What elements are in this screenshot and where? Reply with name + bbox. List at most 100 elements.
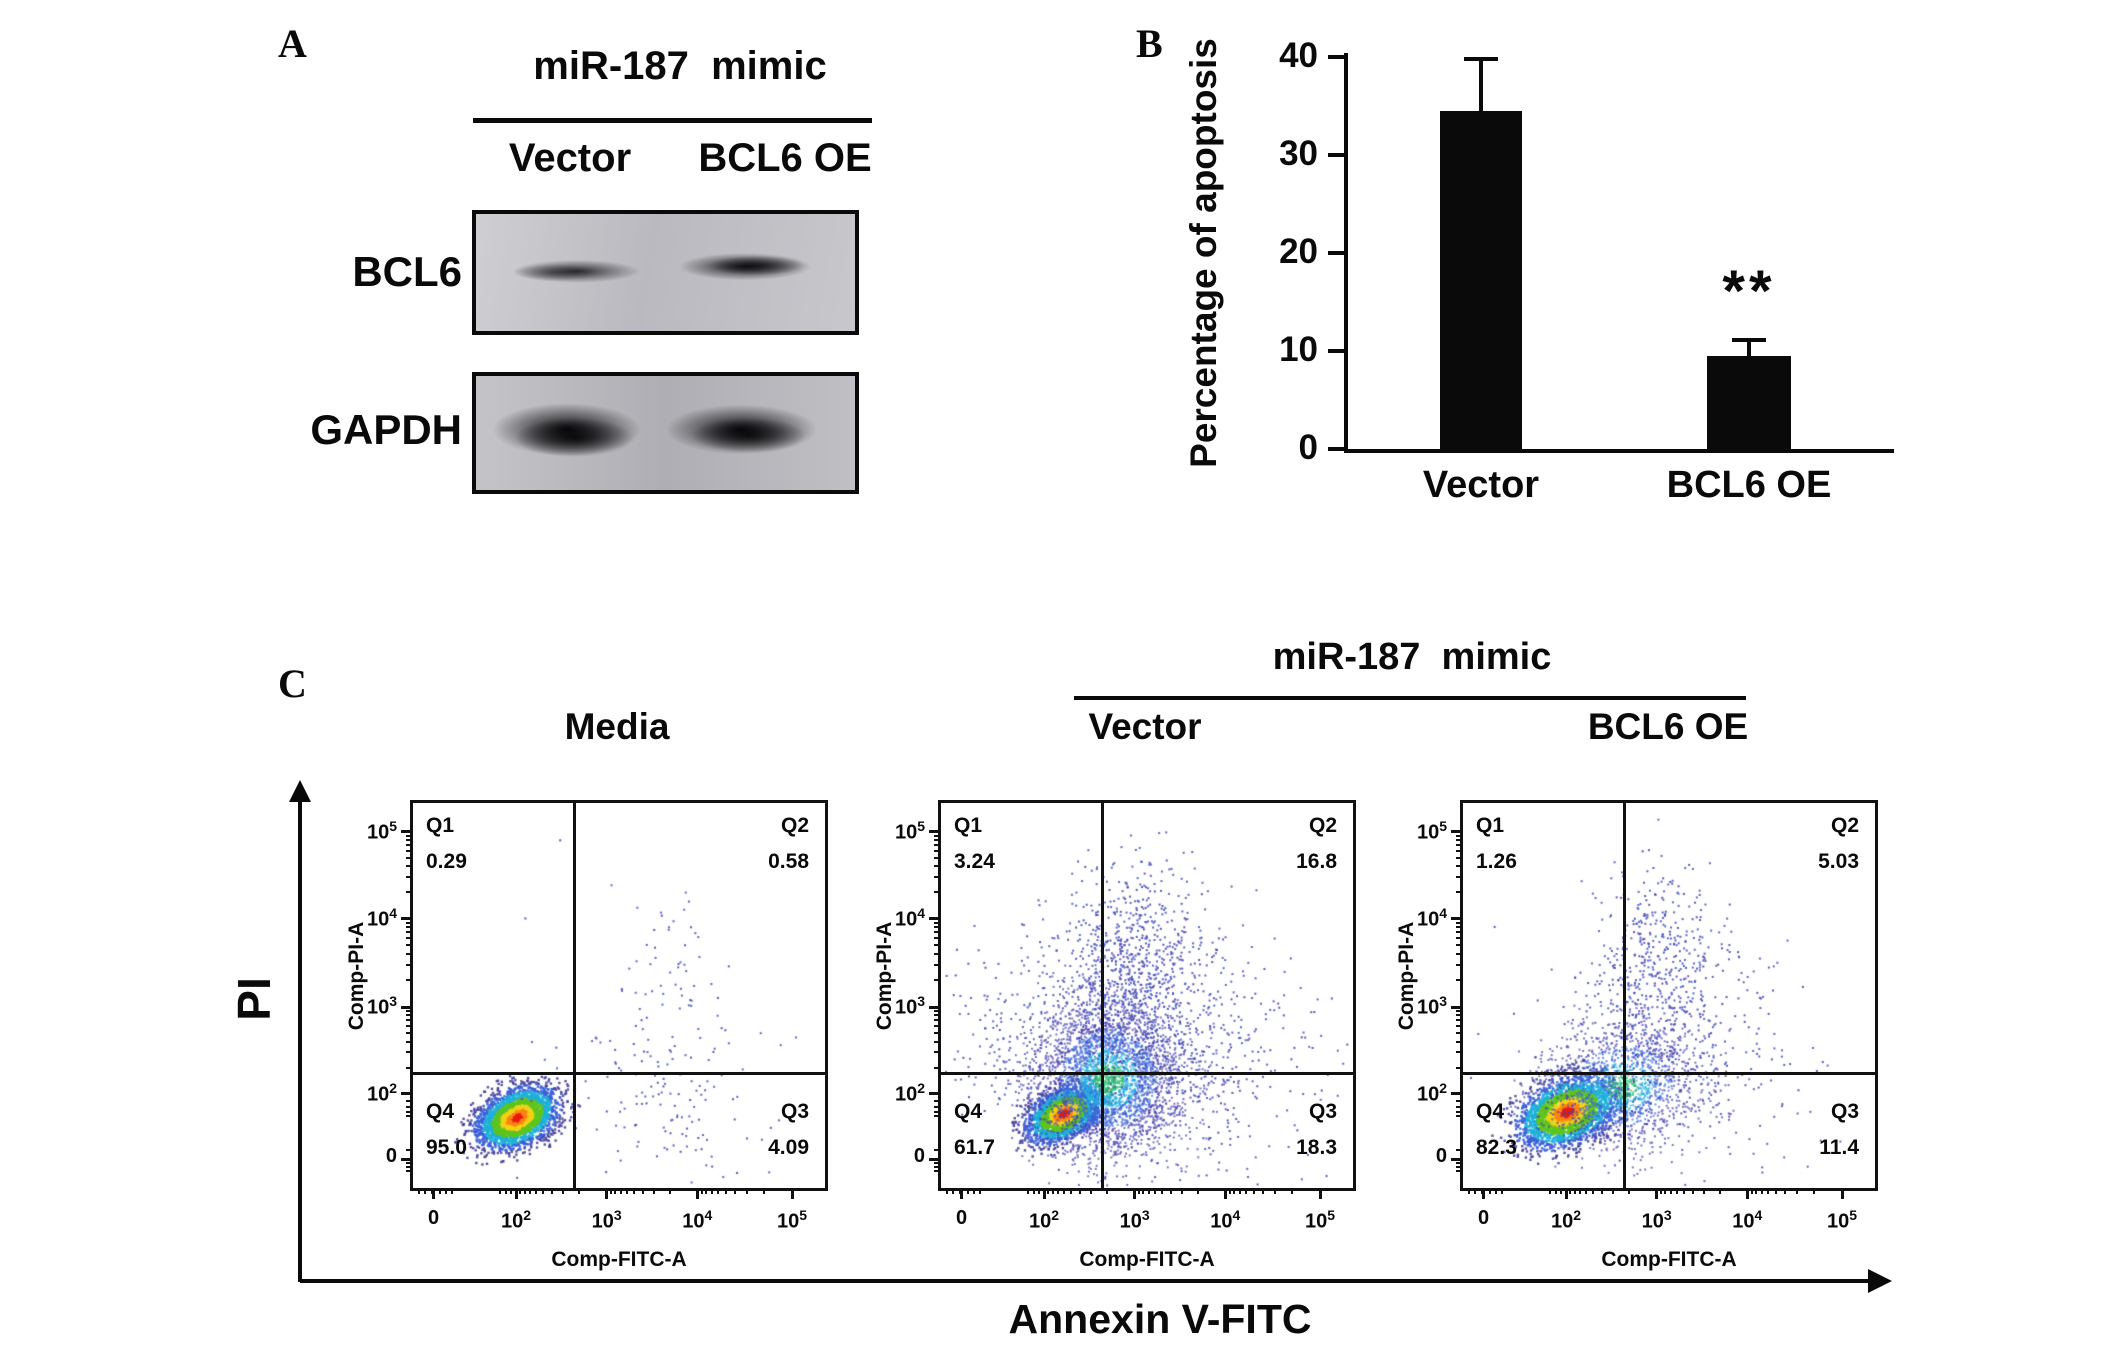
flow-x-minor-tick <box>1812 1188 1815 1194</box>
quadrant-q2-value: 16.8 <box>1296 850 1337 873</box>
flow-x-minor-tick <box>1585 1188 1588 1194</box>
flow-x-minor-tick <box>1468 1188 1471 1194</box>
flow-y-minor-tick <box>1456 1148 1463 1151</box>
annexin-axis-label: Annexin V-FITC <box>1008 1296 1312 1342</box>
bar-y-tick-label: 0 <box>1298 428 1318 467</box>
bar-y-tick-mark <box>1328 447 1344 451</box>
flow-x-minor-tick <box>609 1188 612 1194</box>
flow-y-minor-tick <box>1456 979 1463 982</box>
flow-x-minor-tick <box>710 1188 713 1194</box>
flow-x-minor-tick <box>1079 1188 1082 1194</box>
lane-label-bcl6-oe: BCL6 OE <box>698 136 872 180</box>
flow-y-minor-tick <box>934 850 941 853</box>
flow-y-tick-mark <box>1451 1005 1463 1009</box>
flow-y-tick-mark <box>401 1005 413 1009</box>
bar-category-bcl6-oe: BCL6 OE <box>1666 464 1832 506</box>
panel-a-group-header: miR-187 mimic <box>533 44 827 88</box>
flow-y-minor-tick <box>406 921 413 924</box>
flow-x-minor-tick <box>625 1188 628 1194</box>
flow-x-minor-tick <box>1169 1188 1172 1194</box>
flow-y-minor-tick <box>1456 1019 1463 1022</box>
bar-y-axis-line <box>1344 53 1348 453</box>
quadrant-q1-value: 1.26 <box>1476 850 1517 873</box>
flow-y-minor-tick <box>406 952 413 955</box>
flow-y-minor-tick <box>934 1106 941 1109</box>
panel-a-label: A <box>278 21 307 66</box>
flow-x-minor-tick <box>1480 1188 1483 1194</box>
flow-x-minor-tick <box>444 1188 447 1194</box>
bar-y-tick-label: 20 <box>1279 232 1318 271</box>
flow-x-minor-tick <box>1238 1188 1241 1194</box>
flow-x-minor-tick <box>972 1188 975 1194</box>
flow-y-tick-mark <box>929 917 941 920</box>
flow-x-tick-mark <box>790 1188 794 1199</box>
flow-y-minor-tick <box>1456 856 1463 859</box>
flow-x-minor-tick <box>1612 1188 1615 1194</box>
flow-x-tick-mark <box>960 1188 964 1199</box>
flow-y-axis-title: Comp-PI-A <box>1395 922 1418 1031</box>
flow-x-minor-tick <box>504 1188 507 1194</box>
flow-y-tick-label: 103 <box>366 993 397 1019</box>
flow-x-minor-tick <box>1579 1188 1582 1194</box>
flow-x-tick-label: 105 <box>777 1207 808 1233</box>
flow-y-minor-tick <box>1456 926 1463 929</box>
flow-y-tick-mark <box>1451 830 1463 834</box>
flow-x-minor-tick <box>1147 1188 1150 1194</box>
bcl6-western-blot-image <box>472 210 859 335</box>
flow-y-tick-label: 102 <box>366 1079 397 1106</box>
flow-x-minor-tick <box>700 1188 703 1194</box>
flow-y-minor-tick <box>406 844 413 847</box>
flow-y-minor-tick <box>934 1040 941 1043</box>
flow-x-tick-mark <box>1745 1188 1749 1199</box>
flow-x-minor-tick <box>1160 1188 1163 1194</box>
flow-y-minor-tick <box>934 944 941 947</box>
flow-x-tick-mark <box>514 1188 518 1199</box>
flow-x-minor-tick <box>619 1188 622 1194</box>
flow-y-minor-tick <box>934 891 941 894</box>
flow-x-minor-tick <box>733 1188 736 1194</box>
flow-y-tick-mark <box>1451 1157 1463 1161</box>
flow-x-minor-tick <box>418 1188 421 1194</box>
flow-y-minor-tick <box>1456 944 1463 947</box>
flow-x-minor-tick <box>1252 1188 1255 1194</box>
significance-marker: ** <box>1722 259 1776 324</box>
bar-x-axis-line <box>1344 449 1894 453</box>
flow-x-minor-tick <box>510 1188 513 1194</box>
error-bar-line <box>1747 340 1751 356</box>
flow-x-minor-tick <box>1181 1188 1184 1194</box>
flow-x-minor-tick <box>1047 1188 1050 1194</box>
quadrant-horizontal-gate-line <box>941 1071 1353 1075</box>
flow-y-minor-tick <box>934 1014 941 1017</box>
flow-y-minor-tick <box>934 931 941 934</box>
flow-x-minor-tick <box>1560 1188 1563 1194</box>
flow-x-minor-tick <box>1554 1188 1557 1194</box>
flow-x-tick-mark <box>1655 1188 1659 1199</box>
flow-y-minor-tick <box>934 1169 941 1172</box>
flow-y-minor-tick <box>934 844 941 847</box>
flow-y-minor-tick <box>1456 876 1463 879</box>
quadrant-vertical-gate-line <box>572 803 576 1188</box>
bar-vector <box>1440 110 1522 449</box>
flow-x-minor-tick <box>1774 1188 1777 1194</box>
flow-x-minor-tick <box>1245 1188 1248 1194</box>
flow-y-minor-tick <box>934 1051 941 1054</box>
quadrant-q2-label: Q2 <box>1830 814 1859 837</box>
flow-y-minor-tick <box>406 1040 413 1043</box>
flow-x-tick-mark <box>1840 1188 1844 1199</box>
flow-x-minor-tick <box>1664 1188 1667 1194</box>
flow-x-minor-tick <box>745 1188 748 1194</box>
flow-y-minor-tick <box>934 1165 941 1168</box>
error-bar-cap <box>1732 338 1766 343</box>
flow-x-minor-tick <box>519 1188 522 1194</box>
flow-y-minor-tick <box>406 1161 413 1164</box>
flow-x-minor-tick <box>1038 1188 1041 1194</box>
pi-axis-arrow-line <box>298 798 302 1282</box>
flow-y-minor-tick <box>1456 1169 1463 1172</box>
flow-y-minor-tick <box>406 926 413 929</box>
flow-y-minor-tick <box>934 926 941 929</box>
pi-axis-label: PI <box>228 977 280 1021</box>
flow-y-minor-tick <box>934 834 941 837</box>
flow-x-minor-tick <box>535 1188 538 1194</box>
flow-y-tick-label: 105 <box>894 817 925 844</box>
flow-y-minor-tick <box>1456 1032 1463 1035</box>
